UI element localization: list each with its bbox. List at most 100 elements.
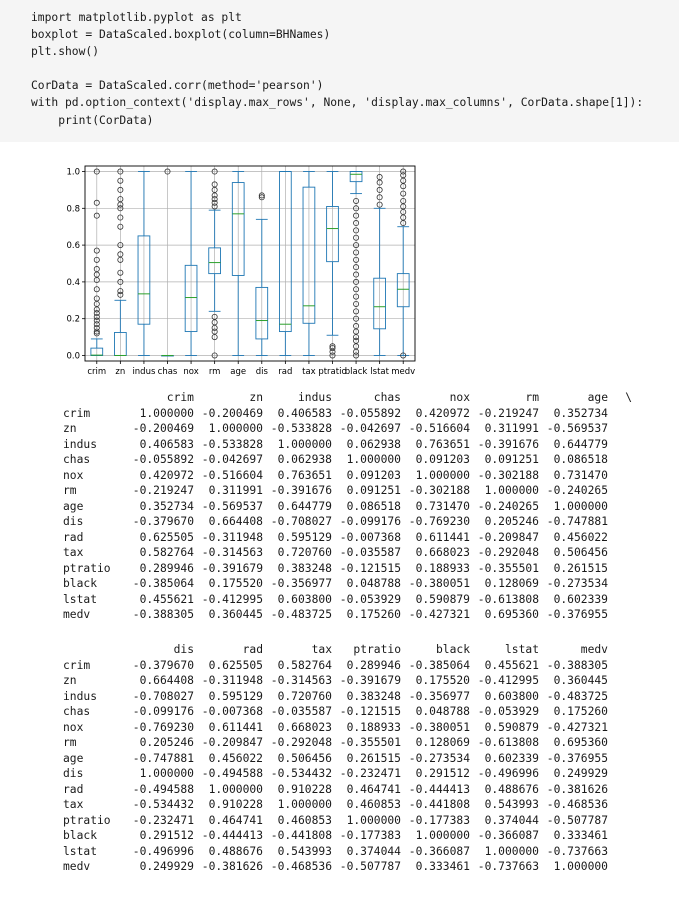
row-label: rm bbox=[63, 736, 77, 749]
x-tick-label: ptratio bbox=[318, 367, 346, 377]
table-cell: -0.496996 bbox=[132, 844, 194, 858]
table-cell: -0.240265 bbox=[477, 499, 539, 513]
table-cell: -0.055892 bbox=[339, 406, 401, 420]
flier-point bbox=[211, 196, 218, 203]
flier-point bbox=[164, 168, 171, 175]
flier-point bbox=[400, 197, 407, 204]
table-cell: 0.383248 bbox=[346, 689, 401, 703]
flier-point bbox=[353, 212, 360, 219]
table-row: lstat -0.496996 0.488676 0.543993 0.374044 -0… bbox=[63, 844, 608, 860]
table-cell: -0.496996 bbox=[477, 767, 539, 780]
x-tick-label: black bbox=[345, 367, 368, 377]
table-cell: 0.595129 bbox=[208, 689, 263, 703]
table-cell: 0.595129 bbox=[277, 530, 332, 544]
boxplot-chart: 0.0 0.2 0.4 0.6 0.8 1.0 crim zn indus chas nox rm ag… bbox=[66, 165, 416, 377]
table-cell: -0.769230 bbox=[132, 720, 194, 734]
table-cell: 0.731470 bbox=[415, 499, 470, 513]
table-cell: 0.488676 bbox=[208, 844, 263, 858]
table-header: crim zn indus chas nox rm age \ bbox=[63, 390, 632, 406]
flier-point bbox=[353, 293, 360, 300]
table-cell: 0.464741 bbox=[346, 782, 401, 796]
table-row: zn 0.664408 -0.311948 -0.314563 -0.391679 0.1… bbox=[63, 673, 608, 689]
table-cell: 0.048788 bbox=[346, 577, 401, 590]
row-label: rm bbox=[63, 484, 77, 497]
box-iqr bbox=[302, 186, 316, 324]
row-label: chas bbox=[63, 705, 91, 718]
row-label: crim bbox=[63, 658, 91, 672]
table-cell: 1.000000 bbox=[139, 767, 194, 780]
code-cell[interactable]: import matplotlib.pyplot as plt boxplot =… bbox=[0, 0, 679, 142]
table-cell: -0.099176 bbox=[339, 515, 401, 528]
flier-point bbox=[353, 308, 360, 315]
box-iqr bbox=[396, 273, 410, 308]
table-cell: -0.569537 bbox=[546, 422, 608, 435]
code-editor[interactable]: import matplotlib.pyplot as plt boxplot =… bbox=[31, 9, 679, 129]
box-iqr bbox=[279, 171, 292, 333]
table-cell: 0.261515 bbox=[553, 561, 608, 575]
table-cell: 0.455621 bbox=[484, 658, 539, 672]
box-iqr bbox=[373, 277, 386, 330]
flier-point bbox=[353, 315, 360, 322]
row-label: indus bbox=[63, 437, 98, 451]
table-cell: -0.177383 bbox=[408, 813, 470, 827]
flier-point bbox=[117, 251, 124, 258]
table-cell: 0.188933 bbox=[346, 720, 401, 734]
flier-point bbox=[353, 337, 360, 344]
x-tick-label: nox bbox=[183, 367, 198, 377]
table-row: nox 0.420972 -0.516604 0.763651 0.091203 1.00… bbox=[63, 468, 632, 484]
table-cell: -0.737663 bbox=[477, 860, 539, 873]
table-cell: 1.000000 bbox=[346, 453, 401, 466]
table-cell: 0.910228 bbox=[277, 782, 332, 796]
table-cell: -0.209847 bbox=[201, 736, 263, 749]
row-label: rad bbox=[63, 782, 84, 796]
table-cell: 0.644779 bbox=[277, 499, 332, 513]
table-cell: 0.086518 bbox=[553, 453, 608, 466]
table-cell: 0.062938 bbox=[346, 437, 401, 451]
row-label: dis bbox=[63, 767, 84, 780]
table-cell: -0.042697 bbox=[201, 453, 263, 466]
flier-point bbox=[117, 186, 124, 193]
flier-point bbox=[93, 266, 100, 273]
x-tick-label: rad bbox=[278, 367, 292, 377]
y-tick-label: 1.0 bbox=[66, 168, 80, 178]
table-cell: -0.379670 bbox=[132, 658, 194, 672]
flier-point bbox=[258, 192, 265, 199]
table-cell: -0.121515 bbox=[339, 705, 401, 718]
code-line: plt.show() bbox=[31, 45, 100, 59]
flier-point bbox=[211, 199, 218, 206]
table-row: lstat 0.455621 -0.412995 0.603800 -0.053929 0… bbox=[63, 592, 632, 608]
flier-point bbox=[93, 286, 100, 293]
table-cell: -0.534432 bbox=[132, 798, 194, 811]
table-cell: -0.035587 bbox=[270, 705, 332, 718]
table-row: indus -0.708027 0.595129 0.720760 0.383248 -0… bbox=[63, 689, 608, 705]
table-cell: 1.000000 bbox=[208, 782, 263, 796]
table-cell: -0.314563 bbox=[270, 674, 332, 687]
x-tick-label: crim bbox=[87, 367, 106, 377]
table-cell: -0.427321 bbox=[408, 608, 470, 621]
table-cell: -0.468536 bbox=[546, 798, 608, 811]
table-cell: 0.763651 bbox=[415, 437, 470, 451]
correlation-table-part1: crim zn indus chas nox rm age \ crim 1.000000 -0.2… bbox=[63, 390, 632, 623]
flier-point bbox=[117, 205, 124, 212]
table-cell: -0.494588 bbox=[201, 767, 263, 780]
table-row: nox -0.769230 0.611441 0.668023 0.188933 -0.3… bbox=[63, 720, 608, 736]
table-cell: 1.000000 bbox=[484, 844, 539, 858]
table-cell: 0.543993 bbox=[277, 844, 332, 858]
y-tick-label: 0.0 bbox=[66, 351, 80, 361]
table-cell: -0.412995 bbox=[477, 674, 539, 687]
flier-point bbox=[211, 203, 218, 210]
flier-point bbox=[93, 328, 100, 335]
table-cell: 0.420972 bbox=[139, 468, 194, 482]
column-header: ptratio bbox=[353, 643, 401, 656]
table-cell: -0.219247 bbox=[132, 484, 194, 497]
table-cell: 0.205246 bbox=[484, 515, 539, 528]
table-cell: 0.360445 bbox=[208, 608, 263, 621]
flier-point bbox=[376, 174, 383, 181]
box-iqr bbox=[326, 206, 339, 263]
flier-point bbox=[353, 278, 360, 285]
flier-point bbox=[117, 242, 124, 249]
table-cell: 1.000000 bbox=[277, 798, 332, 811]
table-row: zn -0.200469 1.000000 -0.533828 -0.042697 -0.… bbox=[63, 421, 632, 437]
table-cell: 0.590879 bbox=[484, 720, 539, 734]
table-cell: 0.360445 bbox=[553, 674, 608, 687]
